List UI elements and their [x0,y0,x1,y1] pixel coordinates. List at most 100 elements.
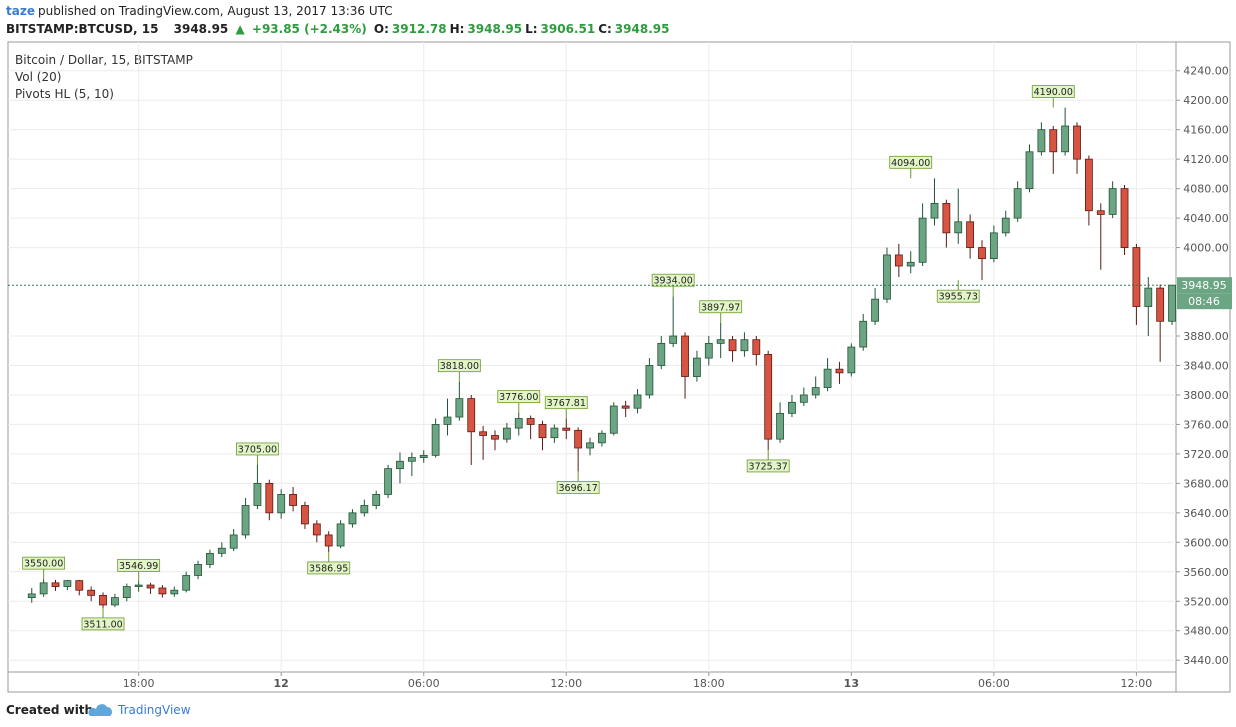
candle-body [336,523,345,547]
pivot-label: 3511.00 [83,619,122,630]
pivot-label: 3725.37 [749,461,788,472]
candle-body [621,405,630,409]
ohlc-label: H: [449,22,465,36]
candle-body [479,431,488,436]
candle-body [728,339,737,352]
candle-body [609,405,618,434]
candle-body [1049,129,1058,153]
pivot-label: 3934.00 [654,276,693,287]
candle-body [1061,125,1070,153]
candle-body [942,202,951,234]
candle-body [597,432,606,444]
candle-body [1073,125,1081,160]
candle-body [277,494,286,514]
candle-body [431,424,440,456]
y-tick-label: 3840.00 [1183,359,1229,372]
candle-body [538,424,547,439]
pivot-box [497,390,541,404]
ohlc-value: 3948.95 [467,22,523,36]
y-tick-label: 3440.00 [1183,654,1229,667]
pivot-box [307,561,351,575]
candle-body [467,398,476,433]
candle-body [396,460,404,470]
pivot-label: 3705.00 [238,444,277,455]
candle-body [1108,188,1117,215]
candle-body [194,564,202,576]
candle-body [859,320,868,348]
candle-body [1132,247,1141,307]
y-tick-label: 4000.00 [1183,242,1229,255]
candle-body [954,221,963,234]
pivot-box [236,442,279,456]
candle-body [51,582,60,587]
pivot-label: 4190.00 [1034,87,1073,98]
footer-text: Created with [6,703,93,717]
candle-body [301,505,309,525]
candle-body [312,523,321,536]
pivot-box [556,481,600,494]
candle-body [1096,210,1105,215]
candle-body [978,247,986,260]
pivot-label: 3767.81 [547,398,586,409]
candle-body [372,494,381,506]
candle-body [1156,287,1165,322]
candle-body [1037,129,1046,153]
y-tick-label: 3760.00 [1183,418,1229,431]
candle-body [1144,287,1153,307]
ohlc: O: 3912.78 H: 3948.95 L: 3906.51 C: 3948.95 [374,22,673,36]
candle-body [918,217,927,263]
candle-body [847,346,856,374]
candle-body [217,547,226,554]
symbol: BITSTAMP:BTCUSD, 15 [6,22,159,36]
pivot-label: 3546.99 [119,561,158,572]
candle-body [716,339,725,344]
candle-body [407,457,416,462]
author[interactable]: taze [6,4,35,18]
logo [88,704,112,716]
y-tick-label: 3880.00 [1183,330,1229,343]
candle-body [1168,284,1176,322]
last-price-label: 3948.95 [1181,279,1227,292]
y-tick-label: 3680.00 [1183,477,1229,490]
pivot-box [651,273,695,287]
candle-body [491,435,499,440]
x-tick-label: 12:00 [550,677,582,690]
candle-body [835,368,844,374]
pivot-box [22,556,66,570]
y-tick-label: 4120.00 [1183,153,1229,166]
candle-body [1025,151,1034,190]
pivot-label: 3818.00 [440,361,479,372]
candle-body [764,354,773,440]
y-tick-label: 3640.00 [1183,507,1229,520]
candle-body [550,427,559,439]
candle-body [111,597,119,606]
candle-body [811,387,820,396]
y-tick-label: 3800.00 [1183,389,1229,402]
countdown: 08:46 [1188,295,1220,308]
pivot-label: 3776.00 [499,392,538,403]
x-tick-label: 12:00 [1121,677,1153,690]
y-tick-label: 4040.00 [1183,212,1229,225]
pivot-label: 3696.17 [558,483,597,494]
candle-body [930,202,939,219]
candle-body [122,586,131,598]
candle-body [1001,217,1010,234]
ohlc-label: C: [598,22,612,36]
candle-body [146,584,155,589]
ohlc-value: 3948.95 [614,22,670,36]
candle-body [526,418,535,425]
candle-body [39,582,48,595]
candle-body [586,442,594,449]
pivot-box [746,459,790,473]
footer-brand[interactable]: TradingView [117,703,191,717]
candle-body [906,261,915,267]
pivot-box [81,617,125,631]
candle-body [63,580,72,587]
pivot-box [544,396,588,410]
candle-body [455,398,464,418]
candle-body [645,365,654,396]
pivot-label: 4094.00 [891,158,930,169]
candle-body [693,357,701,377]
